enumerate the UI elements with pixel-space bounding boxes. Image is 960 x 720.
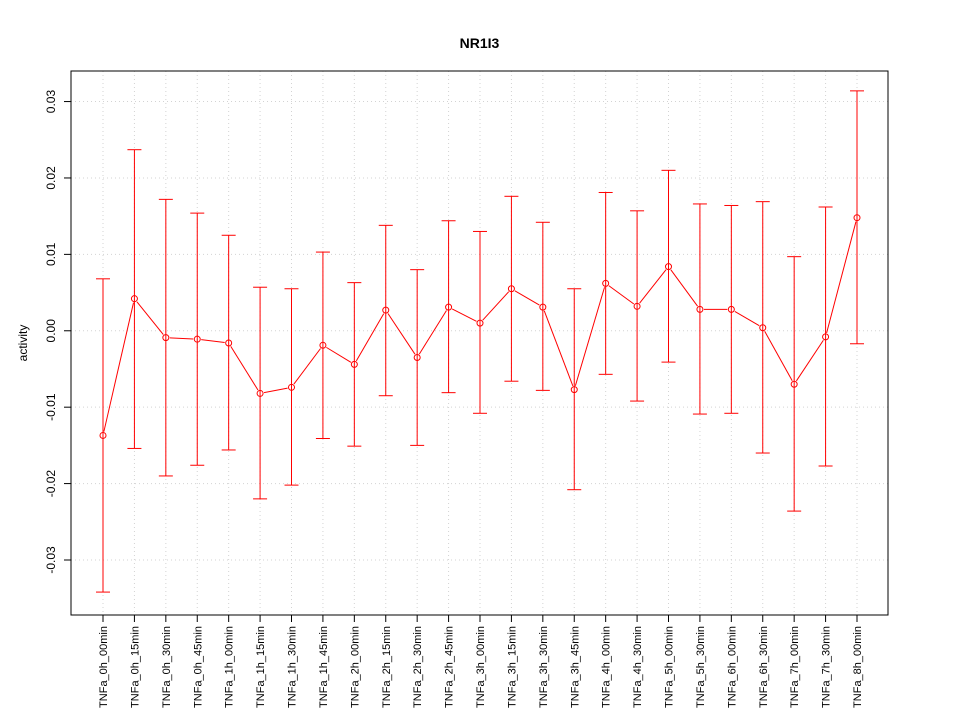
x-tick-label: TNFa_4h_00min bbox=[601, 626, 613, 708]
x-tick-label: TNFa_0h_00min bbox=[98, 626, 110, 708]
x-tick-label: TNFa_2h_15min bbox=[381, 626, 393, 708]
x-tick-label: TNFa_8h_00min bbox=[852, 626, 864, 708]
data-point bbox=[193, 335, 201, 343]
error-bars bbox=[96, 90, 864, 593]
data-point bbox=[633, 302, 641, 310]
data-point bbox=[413, 354, 421, 362]
series-line-segment bbox=[136, 301, 164, 335]
series-line-segment bbox=[574, 287, 606, 386]
data-point bbox=[665, 263, 672, 271]
x-tick-label: TNFa_3h_30min bbox=[538, 626, 550, 708]
y-tick-label: -0.01 bbox=[44, 393, 58, 421]
series-line-segment bbox=[169, 337, 194, 340]
x-axis: TNFa_0h_00min TNFa_0h_15min TNFa_0h_30min T… bbox=[98, 614, 864, 708]
series-line-segment bbox=[201, 339, 225, 344]
x-tick-label: TNFa_1h_00min bbox=[224, 626, 236, 708]
series-line-segment bbox=[326, 346, 352, 363]
x-tick-label: TNFa_2h_45min bbox=[444, 626, 456, 708]
data-point bbox=[727, 305, 735, 313]
series-line-segment bbox=[734, 310, 760, 327]
data-point bbox=[570, 386, 578, 394]
data-point bbox=[256, 389, 264, 397]
y-axis: -0.03 -0.02 -0.01 0.00 0.01 0.02 0.03 bbox=[44, 90, 72, 574]
y-tick-label: -0.03 bbox=[44, 546, 58, 574]
x-tick-label: TNFa_5h_30min bbox=[695, 626, 707, 708]
x-tick-label: TNFa_2h_30min bbox=[412, 626, 424, 708]
series-line-segment bbox=[826, 221, 857, 334]
data-point bbox=[602, 279, 610, 287]
x-tick-label: TNFa_5h_00min bbox=[664, 626, 676, 708]
x-tick-label: TNFa_6h_00min bbox=[726, 626, 738, 708]
x-tick-label: TNFa_7h_00min bbox=[789, 626, 801, 708]
series-line-segment bbox=[514, 290, 540, 306]
y-axis-label: activity bbox=[16, 325, 30, 362]
x-tick-label: TNFa_3h_15min bbox=[506, 626, 518, 708]
data-point bbox=[445, 303, 453, 311]
y-tick-label: -0.02 bbox=[44, 470, 58, 498]
series-line-segment bbox=[608, 285, 635, 305]
data-point bbox=[382, 306, 390, 314]
x-tick-label: TNFa_1h_30min bbox=[287, 626, 299, 708]
series-line-segment bbox=[230, 346, 259, 391]
series-line-segment bbox=[263, 387, 288, 394]
data-point bbox=[539, 303, 547, 311]
series-line-segment bbox=[355, 313, 385, 362]
series-line-segment bbox=[764, 330, 793, 382]
x-tick-label: TNFa_0h_45min bbox=[192, 626, 204, 708]
data-point bbox=[853, 214, 861, 222]
series-line-segment bbox=[103, 302, 135, 432]
data-point bbox=[822, 333, 830, 341]
data-point bbox=[288, 383, 295, 391]
x-tick-label: TNFa_0h_15min bbox=[129, 626, 141, 708]
x-tick-label: TNFa_3h_00min bbox=[475, 626, 487, 708]
series bbox=[99, 214, 861, 439]
y-tick-label: 0.00 bbox=[44, 319, 58, 343]
data-point bbox=[162, 334, 170, 342]
x-tick-label: TNFa_1h_45min bbox=[318, 626, 330, 708]
series-line-segment bbox=[387, 313, 416, 355]
x-tick-label: TNFa_0h_30min bbox=[161, 626, 173, 708]
series-line-segment bbox=[418, 310, 447, 355]
data-point bbox=[507, 285, 515, 293]
y-tick-label: 0.03 bbox=[44, 90, 58, 114]
x-tick-label: TNFa_7h_30min bbox=[821, 626, 833, 708]
data-point bbox=[350, 360, 358, 368]
series-line-segment bbox=[670, 269, 698, 307]
x-tick-label: TNFa_1h_15min bbox=[255, 626, 267, 708]
data-point bbox=[225, 339, 233, 347]
data-point bbox=[790, 380, 798, 388]
x-tick-label: TNFa_6h_30min bbox=[758, 626, 770, 708]
data-point bbox=[476, 319, 484, 327]
data-point bbox=[99, 431, 107, 439]
series-line-segment bbox=[482, 291, 510, 321]
y-tick-label: 0.01 bbox=[44, 242, 58, 266]
series-line-segment bbox=[543, 310, 574, 387]
chart-title: NR1I3 bbox=[460, 35, 500, 51]
data-point bbox=[696, 305, 704, 313]
y-tick-label: 0.02 bbox=[44, 166, 58, 190]
x-tick-label: TNFa_3h_45min bbox=[569, 626, 581, 708]
x-tick-label: TNFa_4h_30min bbox=[632, 626, 644, 708]
data-point bbox=[319, 341, 327, 349]
series-line-segment bbox=[293, 348, 321, 385]
series-line-segment bbox=[795, 339, 824, 382]
data-point bbox=[759, 324, 767, 332]
data-point bbox=[130, 295, 138, 303]
x-tick-label: TNFa_2h_00min bbox=[349, 626, 361, 708]
series-line-segment bbox=[639, 269, 667, 304]
series-line-segment bbox=[451, 308, 477, 322]
